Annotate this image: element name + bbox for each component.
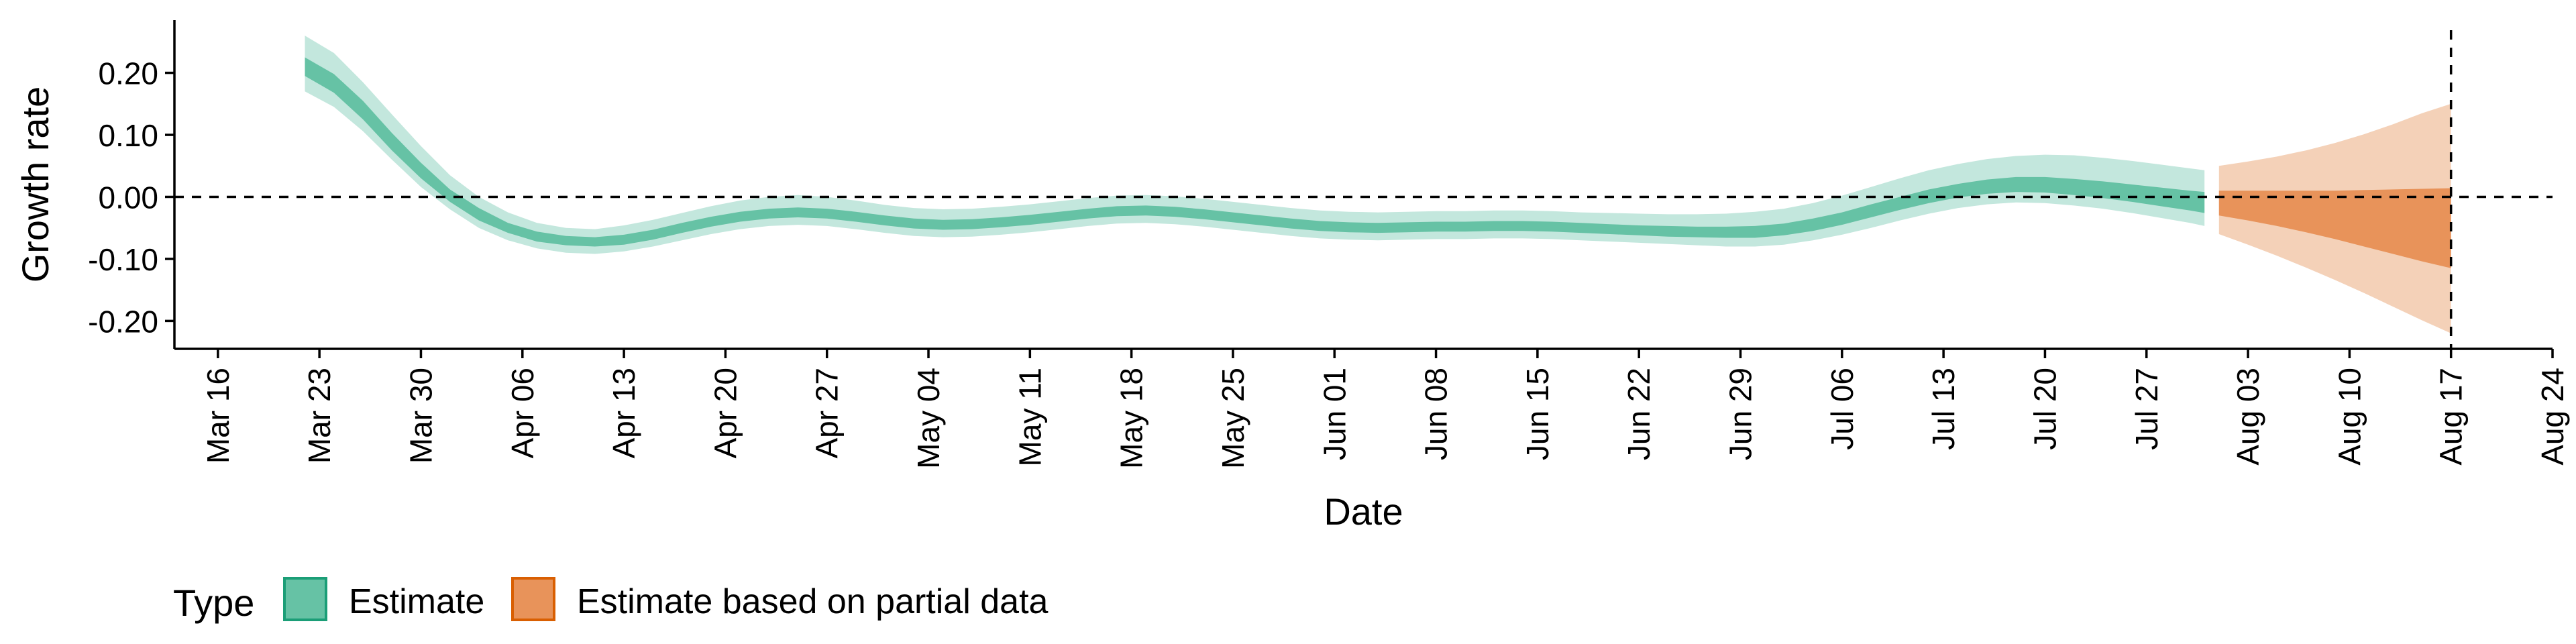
y-axis-ticks: 0.20 0.10 0.00 -0.10 -0.20 <box>88 56 174 339</box>
x-tick-label: Mar 16 <box>201 368 235 464</box>
x-tick-label: May 04 <box>911 368 946 469</box>
x-tick-label: Apr 20 <box>708 368 743 459</box>
x-tick-label: May 11 <box>1012 368 1047 466</box>
x-axis-label: Date <box>1324 490 1403 533</box>
x-tick-label: Mar 30 <box>404 368 439 464</box>
x-tick-label: Jun 22 <box>1621 368 1656 460</box>
ribbon-50-partial-data <box>2218 188 2451 268</box>
x-tick-label: Jun 29 <box>1723 368 1758 460</box>
x-tick-label: May 18 <box>1114 368 1149 469</box>
x-tick-label: Jun 08 <box>1419 368 1454 460</box>
legend-key-estimate <box>283 577 327 621</box>
legend-title: Type <box>173 582 254 624</box>
legend-key-partial-data <box>511 577 555 621</box>
x-tick-label: Aug 24 <box>2535 368 2570 466</box>
y-axis-label: Growth rate <box>14 87 56 283</box>
x-tick-label: Jun 01 <box>1317 368 1352 460</box>
ribbon-90-estimate <box>305 36 2205 254</box>
y-tick-label: 0.00 <box>98 180 158 215</box>
y-tick-label: -0.10 <box>88 242 158 277</box>
y-tick-label: 0.10 <box>98 118 158 153</box>
ribbon-50-estimate <box>305 57 2205 247</box>
x-tick-label: Apr 13 <box>606 368 641 459</box>
x-tick-label: Jun 15 <box>1520 368 1555 460</box>
x-tick-label: Apr 27 <box>810 368 845 459</box>
y-tick-label: 0.20 <box>98 56 158 91</box>
legend-label-partial-data: Estimate based on partial data <box>577 582 1049 621</box>
x-tick-label: Aug 17 <box>2434 368 2469 466</box>
x-axis-ticks: Mar 16 Mar 23 Mar 30 Apr 06 Apr 13 Apr 20 Apr … <box>201 349 2570 469</box>
x-tick-label: Mar 23 <box>302 368 337 464</box>
x-tick-label: Apr 06 <box>505 368 540 459</box>
x-tick-label: Jul 13 <box>1926 368 1961 450</box>
x-tick-label: Jul 20 <box>2027 368 2062 450</box>
legend-label-estimate: Estimate <box>349 582 484 621</box>
plot-area <box>174 30 2553 349</box>
x-tick-label: Jul 27 <box>2129 368 2164 450</box>
x-tick-label: Jul 06 <box>1825 368 1860 450</box>
x-tick-label: Aug 10 <box>2332 368 2367 466</box>
x-tick-label: Aug 03 <box>2231 368 2265 466</box>
legend: Type Estimate Estimate based on partial … <box>173 577 1049 624</box>
y-tick-label: -0.20 <box>88 304 158 339</box>
series-layer <box>305 36 2451 333</box>
x-tick-label: May 25 <box>1216 368 1250 469</box>
